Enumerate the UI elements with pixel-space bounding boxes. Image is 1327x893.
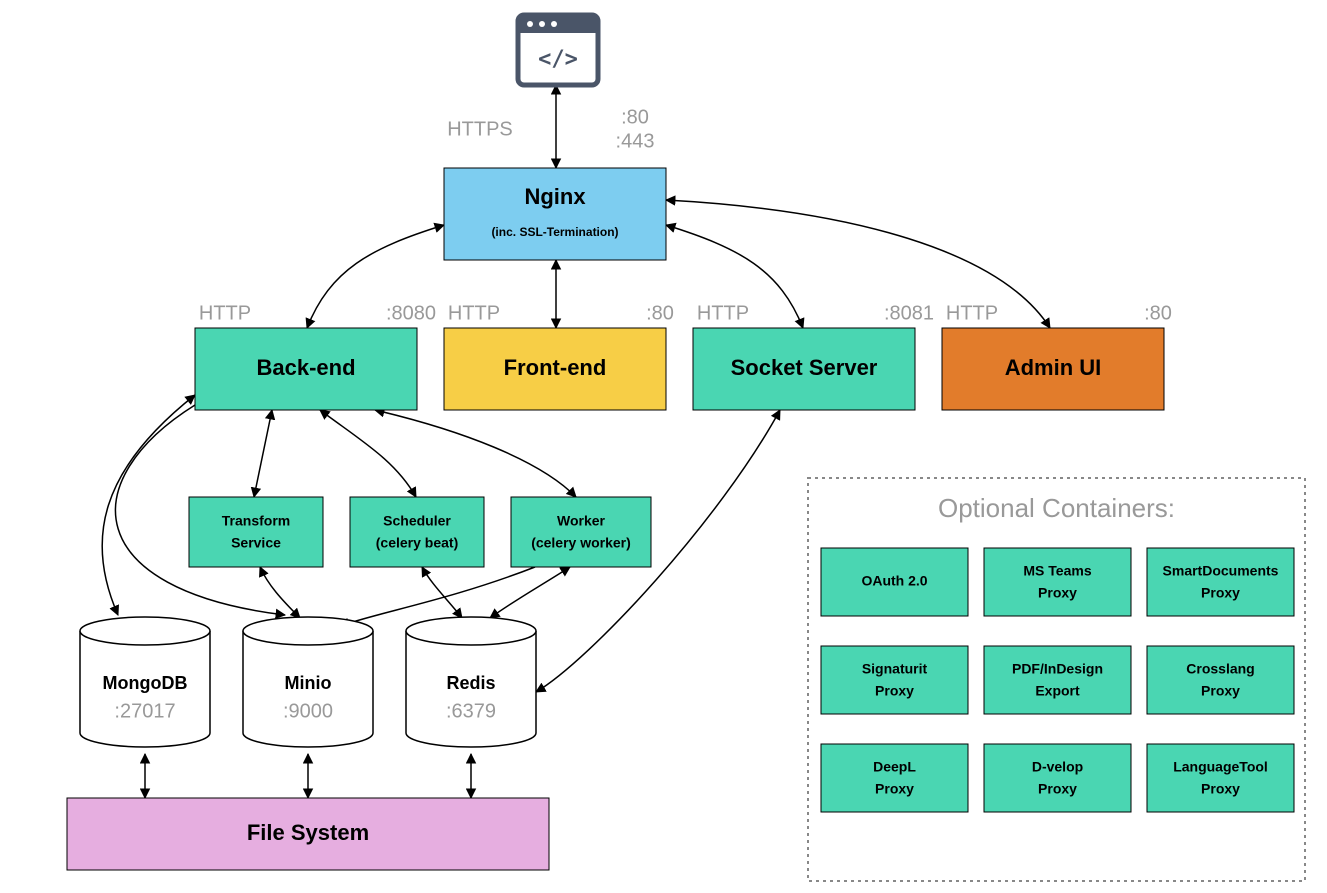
optional-item: MS Teams Proxy: [984, 548, 1131, 616]
optional-item-line2: Proxy: [1201, 781, 1240, 797]
node-socket: Socket Server HTTP :8081: [693, 302, 934, 410]
cylinder-title: Redis: [446, 673, 495, 693]
node-filesystem: File System: [67, 798, 549, 870]
node-subtitle: (celery worker): [531, 535, 631, 551]
optional-item-line2: Export: [1035, 683, 1080, 699]
node-subtitle: Service: [231, 535, 281, 551]
node-title: Scheduler: [383, 513, 451, 529]
port-label: :80: [646, 302, 674, 324]
node-nginx: Nginx (inc. SSL-Termination): [444, 168, 666, 260]
cylinder-port: :27017: [114, 700, 175, 722]
optional-item-line1: LanguageTool: [1173, 759, 1268, 775]
edge-transform-minio: [260, 567, 300, 618]
optional-item-line1: OAuth 2.0: [861, 573, 927, 589]
proto-label: HTTP: [697, 302, 749, 324]
optional-item-line1: SmartDocuments: [1163, 563, 1279, 579]
optional-item: D-velop Proxy: [984, 744, 1131, 812]
optional-item: Signaturit Proxy: [821, 646, 968, 714]
optional-item: Crosslang Proxy: [1147, 646, 1294, 714]
proto-label: HTTP: [946, 302, 998, 324]
port-label: :8080: [386, 302, 436, 324]
nginx-port-80: :80: [621, 106, 649, 128]
node-subtitle: (celery beat): [376, 535, 458, 551]
optional-item-line2: Proxy: [1038, 781, 1077, 797]
optional-item-line2: Proxy: [875, 781, 914, 797]
optional-item-line1: Signaturit: [862, 661, 928, 677]
port-label: :8081: [884, 302, 934, 324]
edge-backend-worker: [375, 410, 576, 497]
optional-item: OAuth 2.0: [821, 548, 968, 616]
optional-containers-panel: Optional Containers: OAuth 2.0 MS Teams Pro…: [808, 478, 1305, 881]
optional-item: LanguageTool Proxy: [1147, 744, 1294, 812]
optional-item-line2: Proxy: [875, 683, 914, 699]
edge-backend-transform: [254, 410, 272, 497]
node-backend: Back-end HTTP :8080: [195, 302, 436, 410]
optional-item-line1: DeepL: [873, 759, 916, 775]
node-title: Transform: [222, 513, 290, 529]
optional-item-line2: Proxy: [1201, 683, 1240, 699]
cylinder-title: MongoDB: [103, 673, 188, 693]
optional-item-line1: MS Teams: [1023, 563, 1091, 579]
edge-worker-redis: [490, 567, 570, 618]
node-scheduler: Scheduler (celery beat): [350, 497, 484, 567]
node-title: Worker: [557, 513, 606, 529]
node-redis: Redis :6379: [406, 617, 536, 747]
nodes-layer: </> Nginx (inc. SSL-Termination) Back-end HT…: [67, 15, 1305, 881]
proto-label: HTTP: [448, 302, 500, 324]
client-browser-icon: </>: [518, 15, 598, 85]
node-title: Nginx: [524, 184, 586, 209]
node-worker: Worker (celery worker): [511, 497, 651, 567]
node-minio: Minio :9000: [243, 617, 373, 747]
node-title: Back-end: [256, 355, 355, 380]
node-transform: Transform Service: [189, 497, 323, 567]
edge-worker-minio: [340, 567, 535, 626]
optional-item-line1: PDF/InDesign: [1012, 661, 1103, 677]
optional-item: DeepL Proxy: [821, 744, 968, 812]
cylinder-port: :6379: [446, 700, 496, 722]
cylinder-port: :9000: [283, 700, 333, 722]
optional-item-line2: Proxy: [1038, 585, 1077, 601]
proto-label: HTTP: [199, 302, 251, 324]
nginx-port-443: :443: [616, 130, 655, 152]
optional-item-line2: Proxy: [1201, 585, 1240, 601]
edge-backend-scheduler: [320, 410, 416, 497]
optional-item-line1: D-velop: [1032, 759, 1083, 775]
node-title: Socket Server: [731, 355, 878, 380]
node-frontend: Front-end HTTP :80: [444, 302, 674, 410]
svg-text:</>: </>: [538, 47, 578, 72]
optional-item-line1: Crosslang: [1186, 661, 1254, 677]
optional-item: SmartDocuments Proxy: [1147, 548, 1294, 616]
node-mongodb: MongoDB :27017: [80, 617, 210, 747]
optional-item: PDF/InDesign Export: [984, 646, 1131, 714]
edge-scheduler-redis: [422, 567, 462, 618]
architecture-diagram: </> Nginx (inc. SSL-Termination) Back-end HT…: [0, 0, 1327, 893]
node-title: Front-end: [504, 355, 607, 380]
node-admin: Admin UI HTTP :80: [942, 302, 1172, 410]
port-label: :80: [1144, 302, 1172, 324]
node-subtitle: (inc. SSL-Termination): [491, 225, 618, 239]
node-title: Admin UI: [1005, 355, 1102, 380]
optional-title: Optional Containers:: [938, 493, 1175, 523]
node-title: File System: [247, 820, 369, 845]
cylinder-title: Minio: [285, 673, 332, 693]
https-label: HTTPS: [447, 118, 513, 140]
